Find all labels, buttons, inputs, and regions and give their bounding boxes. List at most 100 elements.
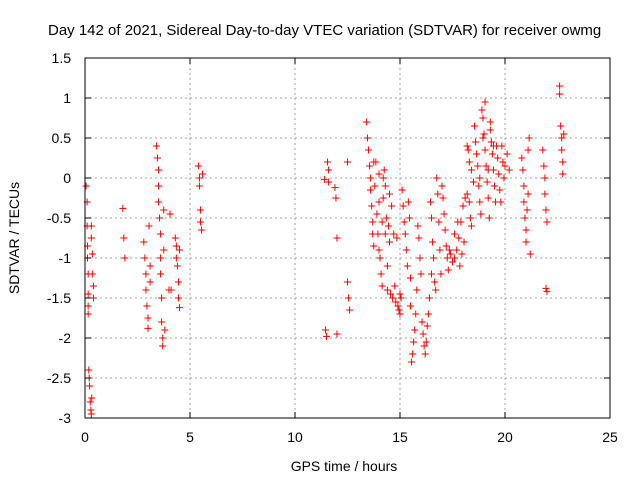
data-point — [521, 214, 529, 222]
data-point — [413, 286, 421, 294]
data-point — [333, 234, 341, 242]
data-point — [412, 310, 420, 318]
data-point — [486, 118, 494, 126]
data-point — [495, 170, 503, 178]
data-point — [430, 254, 438, 262]
data-point — [520, 198, 528, 206]
data-point — [466, 214, 474, 222]
data-point — [380, 166, 388, 174]
data-point — [391, 282, 399, 290]
data-point — [434, 190, 442, 198]
data-point — [472, 138, 480, 146]
data-point — [88, 270, 96, 278]
data-point — [505, 166, 513, 174]
x-tick-label: 20 — [497, 429, 513, 445]
data-point — [173, 262, 181, 270]
data-point — [378, 282, 386, 290]
data-point — [438, 182, 446, 190]
data-point — [320, 176, 328, 184]
data-point — [488, 150, 496, 158]
data-point — [89, 282, 97, 290]
data-point — [474, 162, 482, 170]
data-point — [171, 234, 179, 242]
data-point — [475, 182, 483, 190]
data-point — [451, 230, 459, 238]
data-point — [176, 304, 183, 312]
data-point — [455, 234, 463, 242]
data-point — [523, 206, 531, 214]
data-point — [463, 190, 471, 198]
data-point — [398, 186, 406, 194]
data-point — [333, 330, 341, 338]
data-point — [442, 242, 450, 250]
data-point — [195, 182, 203, 190]
data-point — [84, 302, 92, 310]
data-point — [407, 302, 414, 310]
data-point — [541, 174, 549, 182]
plot-frame — [84, 57, 611, 419]
data-point — [160, 246, 168, 254]
data-point — [367, 174, 375, 182]
data-point — [458, 250, 466, 258]
data-point — [432, 286, 440, 294]
data-point — [560, 130, 568, 138]
y-tick-label: 1 — [63, 90, 71, 106]
data-point — [411, 326, 419, 334]
data-point — [418, 318, 426, 326]
y-axis-label: SDTVAR / TECUs — [6, 182, 22, 294]
data-point — [483, 178, 491, 186]
data-point — [473, 150, 481, 158]
data-point — [82, 182, 90, 190]
data-point — [479, 134, 487, 142]
data-point — [465, 198, 473, 206]
data-point — [481, 98, 489, 106]
data-point — [85, 366, 93, 374]
data-point — [344, 278, 351, 286]
data-point — [407, 274, 414, 282]
data-point — [195, 174, 203, 182]
data-point — [500, 174, 508, 182]
data-point — [416, 254, 424, 262]
data-point — [146, 262, 154, 270]
data-points — [82, 82, 568, 418]
data-point — [489, 142, 497, 150]
data-point — [144, 314, 152, 322]
data-point — [484, 194, 492, 202]
data-point — [87, 234, 95, 242]
data-point — [404, 198, 412, 206]
data-point — [542, 284, 550, 292]
data-point — [384, 222, 392, 230]
data-point — [414, 222, 422, 230]
data-point — [518, 154, 526, 162]
x-axis-label: GPS time / hours — [291, 458, 398, 474]
data-point — [375, 246, 383, 254]
data-point — [399, 202, 407, 210]
data-point — [325, 178, 333, 186]
x-tick-label: 10 — [287, 429, 303, 445]
data-point — [199, 170, 207, 178]
data-point — [542, 206, 550, 214]
data-point — [403, 262, 411, 270]
data-point — [119, 204, 127, 212]
data-point — [390, 230, 398, 238]
data-point — [383, 286, 391, 294]
data-point — [387, 290, 395, 298]
data-point — [194, 162, 202, 170]
data-point — [324, 158, 332, 166]
data-point — [84, 290, 92, 298]
data-point — [140, 238, 148, 246]
data-point — [484, 166, 492, 174]
data-point — [397, 294, 405, 302]
data-point — [526, 250, 534, 258]
data-point — [558, 134, 566, 142]
data-point — [467, 222, 475, 230]
data-point — [157, 230, 165, 238]
data-point — [486, 126, 494, 134]
data-point — [174, 294, 182, 302]
data-point — [445, 246, 453, 254]
data-point — [436, 246, 444, 254]
data-point — [485, 214, 493, 222]
data-point — [400, 218, 408, 226]
data-point — [522, 226, 530, 234]
